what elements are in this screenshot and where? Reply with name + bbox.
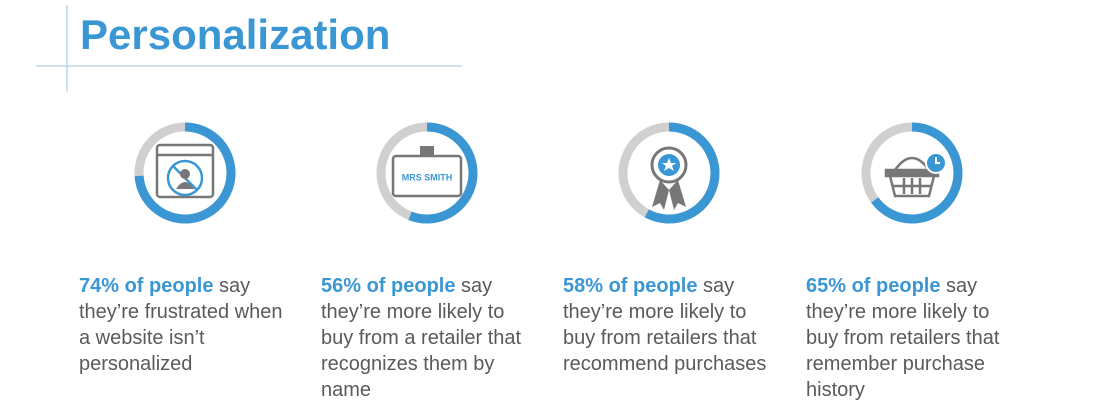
- caption: 56% of people say they’re more likely to…: [321, 273, 536, 403]
- icon-browser: [155, 143, 215, 199]
- value-label: 58% of people: [563, 275, 698, 297]
- ring-value: [644, 122, 720, 224]
- icon-basket: [884, 152, 947, 198]
- value-label: 74% of people: [79, 275, 214, 297]
- value-label: 65% of people: [806, 275, 941, 297]
- ring-value: [134, 122, 236, 224]
- caption-text: say they’re more likely to buy from a re…: [321, 275, 522, 401]
- caption-text: say they’re frustrated when a website is…: [79, 275, 283, 375]
- caption: 58% of people say they’re more likely to…: [563, 273, 778, 377]
- caption-text: say they’re more likely to buy from reta…: [563, 275, 767, 375]
- ring-value: [871, 122, 963, 224]
- icon-text: MRS SMITH: [402, 172, 453, 182]
- value-label: 56% of people: [321, 275, 456, 297]
- title: Personalization: [80, 11, 390, 58]
- caption: 74% of people say they’re frustrated whe…: [79, 273, 294, 377]
- icon-award: [650, 146, 688, 210]
- caption-text: say they’re more likely to buy from reta…: [806, 275, 1000, 401]
- icon-badge: MRS SMITH: [391, 146, 463, 198]
- ring-value: [408, 122, 478, 224]
- caption: 65% of people say they’re more likely to…: [806, 273, 1021, 403]
